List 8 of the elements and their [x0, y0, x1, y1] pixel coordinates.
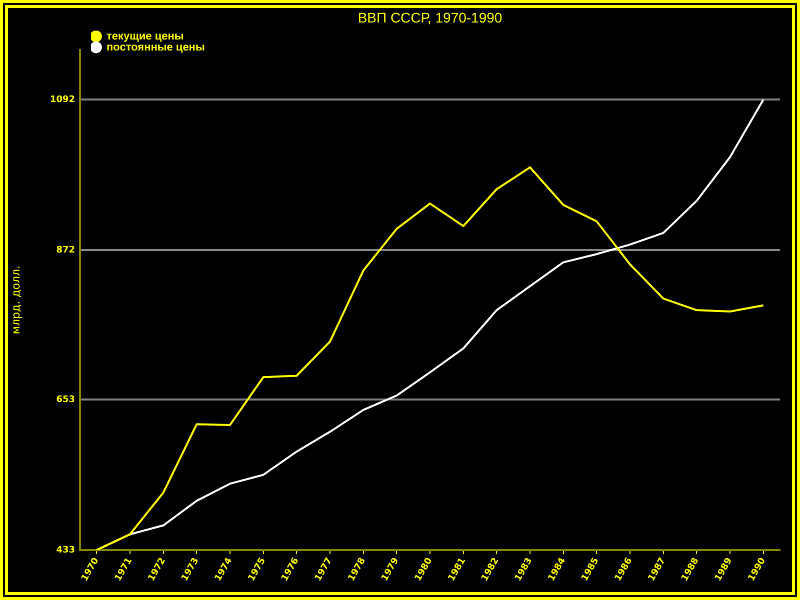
y-tick-label: 872 [56, 245, 75, 256]
legend-label: постоянные цены [106, 41, 205, 54]
chart-title: ВВП СССР, 1970-1990 [358, 9, 502, 26]
y-tick-label: 653 [56, 395, 75, 406]
legend-label: текущие цены [106, 30, 184, 42]
y-tick-label: 1092 [50, 95, 75, 106]
y-axis-title: млрд. долл. [9, 265, 22, 334]
y-tick-label: 433 [56, 545, 75, 556]
